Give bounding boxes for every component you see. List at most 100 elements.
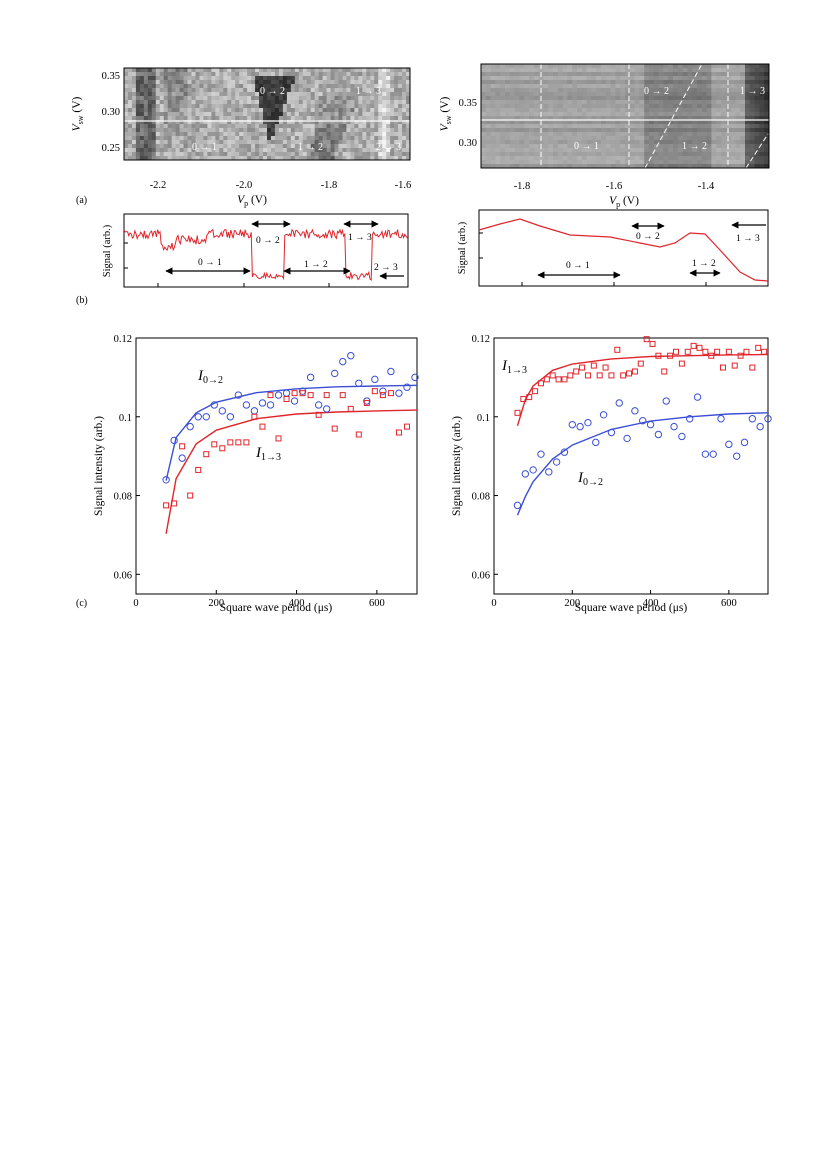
axes-frame [493,337,769,595]
data-point-square [187,492,194,499]
transition-label: 1 → 3 [740,86,765,97]
data-point-circle [266,401,275,409]
data-point-square [637,360,644,367]
y-ticks: 0.35 0.30 0.25 [102,71,120,154]
data-point-circle [693,393,702,401]
data-point-square [614,346,621,353]
x-tick-label: 200 [564,598,580,609]
data-point-circle [186,422,194,431]
x-tick-label: -1.6 [606,181,623,192]
series-label-i13: I1→3 [255,445,281,463]
panel-a-right: 0 → 2 1 → 3 0 → 1 1 → 2 -1.8 -1.6 -1.4 0… [439,63,770,209]
data-point-square [403,423,410,430]
transition-label: 1 → 2 [304,260,328,270]
panel-b-right: 0 → 2 1 → 3 0 → 1 1 → 2 Signal (arb.) [457,209,769,287]
data-point-circle [314,401,323,409]
data-point-square [227,439,234,446]
axes-frame [123,67,411,161]
data-point-circle [552,458,561,466]
y-ticks: 0.35 0.30 [459,98,477,149]
y-tick-label: 0.06 [472,570,490,581]
data-point-square [243,439,250,446]
data-point-circle [298,387,307,395]
x-axis-label-main: V [237,194,246,206]
data-point-square [608,372,615,379]
x-tick-label: -2.2 [150,180,167,191]
fit-line [516,353,769,427]
x-tick-label: -2.0 [236,180,253,191]
x-tick-label: 600 [369,598,385,609]
data-point-square [555,376,562,383]
fit-line [516,412,769,516]
y-tick-label: 0.35 [102,71,120,82]
data-point-circle [290,397,299,405]
data-point-square [323,392,330,399]
y-tick-label: 0.25 [102,143,120,154]
data-point-circle [607,428,616,437]
data-point-circle [250,407,259,415]
data-point-circle [218,407,227,415]
data-point-square [725,348,732,355]
x-axis-label-main: V [609,195,618,207]
x-axis-label: Square wave period (μs) [575,602,688,614]
fit-curves [516,353,769,516]
data-point-square [579,364,586,371]
y-tick-label: 0.30 [459,138,477,149]
data-point-square [514,409,521,416]
x-axis-label-unit: (V) [620,195,639,207]
data-point-square [755,344,762,351]
data-point-circle [529,466,537,474]
series-label-i13: I1→3 [501,358,527,376]
data-point-square [549,372,556,379]
data-point-circle [639,417,647,425]
y-tick-label: 0.12 [114,334,132,345]
data-points [162,352,419,509]
data-point-circle [615,399,623,407]
data-point-circle [339,357,347,366]
x-tick-label: 400 [289,598,305,609]
data-point-square [259,423,266,430]
data-point-square [235,439,242,446]
data-point-circle [654,430,663,439]
data-point-circle [584,418,592,427]
transition-label: 1 → 2 [682,141,707,152]
data-point-circle [560,448,569,456]
y-axis-label-unit: (V) [71,96,83,115]
data-point-circle [592,438,600,447]
axes-frame [135,337,418,595]
data-point-circle [282,389,291,397]
data-point-circle [545,468,553,476]
data-point-circle [274,391,283,399]
data-point-square [291,390,298,397]
series-label-main: I [255,445,262,461]
series-label-sub: 0→2 [203,375,223,386]
data-point-square [331,425,338,432]
data-point-circle [347,352,355,360]
y-axis-label-unit: (V) [439,96,451,115]
series-label-main: I [501,358,508,374]
data-point-circle [631,407,639,415]
y-axis-label: Signal (arb.) [102,224,113,277]
data-point-circle [403,383,411,391]
data-point-circle [568,420,576,429]
data-point-square [543,376,550,383]
data-point-circle [379,387,387,395]
data-point-circle [732,452,741,460]
data-point-square [179,443,186,450]
data-point-circle [387,367,395,376]
transition-label: 2 → 3 [374,263,398,273]
data-point-square [620,372,627,379]
data-point-square [731,362,738,369]
data-point-square [195,466,202,473]
data-point-circle [670,422,678,431]
data-point-square [761,348,768,355]
data-point-square [673,348,680,355]
data-point-circle [194,413,202,421]
data-point-circle [234,391,243,399]
data-point-square [355,431,362,438]
data-point-circle [371,375,379,384]
data-point-circle [748,415,757,423]
data-point-square [602,364,609,371]
data-point-square [339,392,346,399]
